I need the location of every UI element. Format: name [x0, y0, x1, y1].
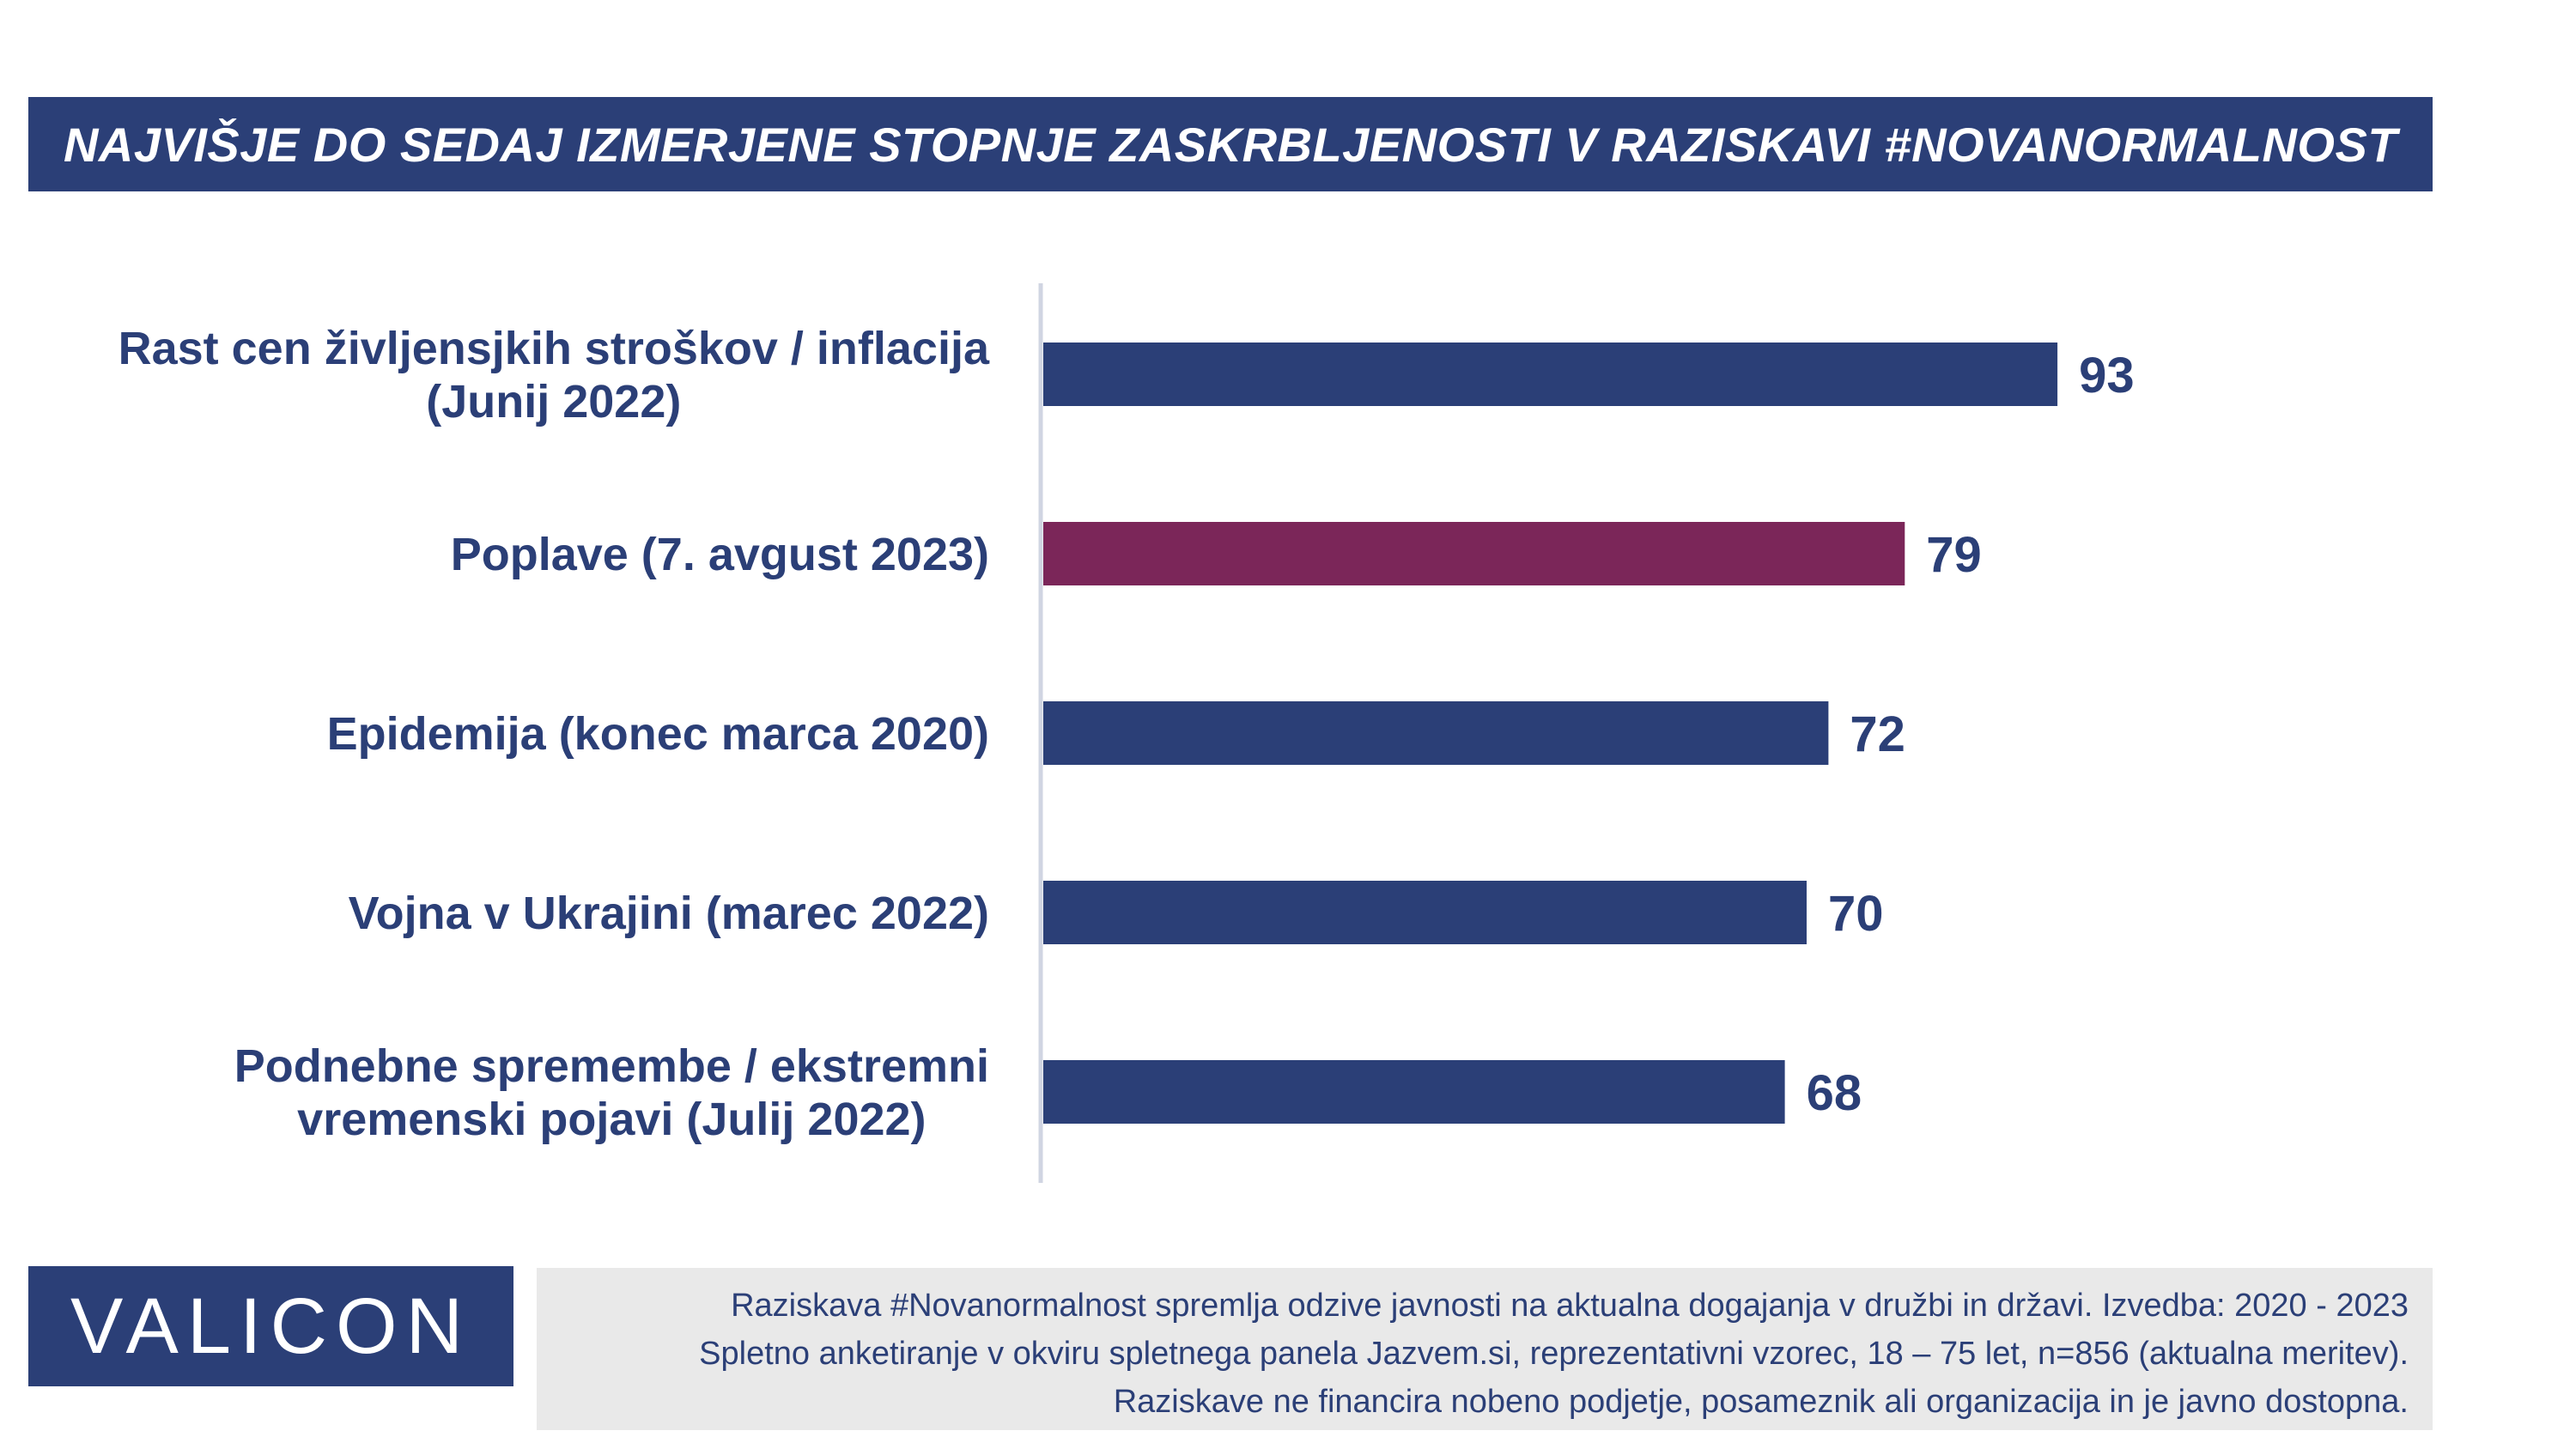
bar-1	[1043, 343, 2058, 406]
bar-5	[1043, 1060, 1785, 1124]
data-label-3: 72	[1850, 706, 1905, 762]
chart-title: NAJVIŠJE DO SEDAJ IZMERJENE STOPNJE ZASK…	[63, 117, 2398, 172]
category-label-2: Poplave (7. avgust 2023)	[451, 529, 989, 580]
title-banner: NAJVIŠJE DO SEDAJ IZMERJENE STOPNJE ZASK…	[28, 97, 2433, 191]
bar-4	[1043, 881, 1807, 944]
category-label-1-line-1: Rast cen življensjkih stroškov / inflaci…	[118, 323, 990, 374]
footnote-line-2: Spletno anketiranje v okviru spletnega p…	[699, 1336, 2409, 1372]
category-label-4: Vojna v Ukrajini (marec 2022)	[349, 888, 989, 939]
footnote: Raziskava #Novanormalnost spremlja odziv…	[537, 1268, 2433, 1430]
footnote-line-3: Raziskave ne financira nobeno podjetje, …	[1113, 1384, 2409, 1420]
logo-text: VALICON	[70, 1282, 472, 1370]
data-label-1: 93	[2079, 348, 2135, 403]
footnote-line-1: Raziskava #Novanormalnost spremlja odziv…	[731, 1288, 2409, 1324]
category-label-5-line-2: vremenski pojavi (Julij 2022)	[297, 1094, 926, 1145]
data-label-5: 68	[1807, 1065, 1862, 1121]
valicon-logo: VALICON	[28, 1266, 513, 1386]
data-label-4: 70	[1828, 886, 1884, 942]
category-label-3: Epidemija (konec marca 2020)	[327, 708, 989, 760]
bar-2	[1043, 522, 1905, 585]
category-label-1-line-2: (Junij 2022)	[426, 376, 681, 427]
category-label-5-line-1: Podnebne spremembe / ekstremni	[234, 1040, 989, 1092]
data-label-2: 79	[1926, 527, 1982, 583]
bar-3	[1043, 701, 1829, 765]
